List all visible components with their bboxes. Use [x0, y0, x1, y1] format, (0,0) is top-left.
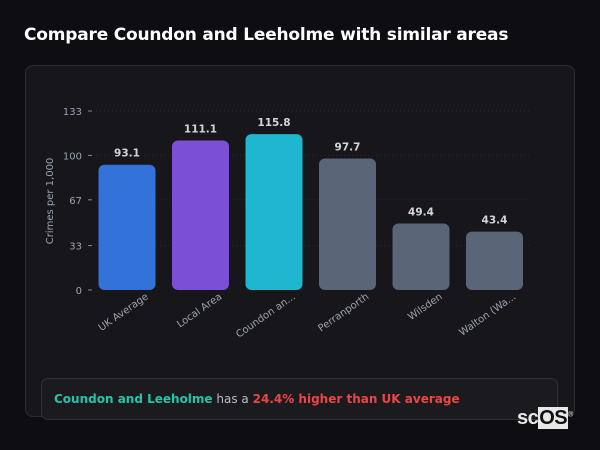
x-tick-label: Walton (Wa...: [457, 291, 518, 338]
x-tick-label: Local Area: [175, 291, 224, 330]
summary-comparison: 24.4% higher than UK average: [252, 392, 460, 406]
page-title: Compare Coundon and Leeholme with simila…: [24, 25, 509, 45]
x-tick-label: Perranporth: [316, 291, 371, 334]
bar-1: [172, 140, 229, 290]
x-tick-label: Coundon an...: [234, 291, 297, 340]
data-label: 97.7: [335, 142, 361, 154]
bar-3: [319, 158, 376, 290]
scos-logo: scOS®: [517, 407, 573, 429]
bar-2: [245, 134, 303, 290]
summary-box: Coundon and Leeholme has a 24.4% higher …: [41, 378, 558, 420]
data-label: 49.4: [408, 207, 434, 219]
y-axis-label: Crimes per 1,000: [45, 158, 56, 245]
y-tick-label: 133: [63, 107, 82, 118]
y-tick-label: 33: [69, 242, 82, 253]
y-tick-label: 100: [63, 151, 82, 162]
x-tick-label: Wilsden: [406, 291, 444, 323]
bar-5: [466, 231, 523, 290]
data-label: 115.8: [257, 117, 290, 129]
y-tick-label: 0: [76, 286, 82, 297]
x-tick-label: UK Average: [97, 291, 151, 333]
bar-0: [98, 164, 156, 290]
summary-connector: has a: [216, 392, 249, 406]
y-tick-label: 67: [69, 196, 82, 207]
data-label: 43.4: [482, 215, 508, 227]
data-label: 111.1: [184, 123, 217, 135]
summary-area: Coundon and Leeholme: [54, 392, 213, 406]
data-label: 93.1: [114, 148, 140, 160]
bar-4: [392, 223, 450, 290]
